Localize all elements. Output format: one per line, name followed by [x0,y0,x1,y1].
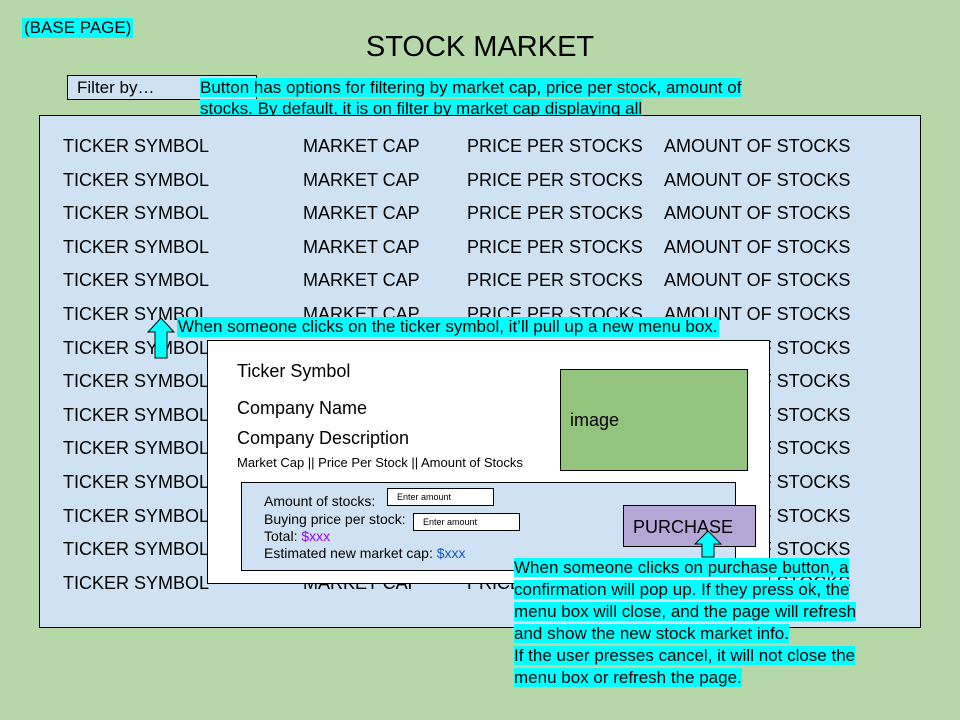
ticker-symbol-cell[interactable]: TICKER SYMBOL [63,304,210,324]
ticker-symbol-cell[interactable]: TICKER SYMBOL [63,472,210,492]
purchase-annotation-line: When someone clicks on purchase button, … [514,558,849,577]
base-page-tag: (BASE PAGE) [22,18,134,38]
price-per-stock-cell: PRICE PER STOCKS [467,203,643,224]
amount-of-stocks-cell: AMOUNT OF STOCKS [664,136,851,156]
total-label: Total: [264,528,302,544]
modal-ticker-symbol: Ticker Symbol [237,361,351,381]
ticker-symbol-cell[interactable]: TICKER SYMBOL [63,136,210,156]
amount-of-stocks-cell: AMOUNT OF STOCKS [664,270,851,291]
purchase-annotation-line: confirmation will pop up. If they press … [514,580,850,599]
market-cap-cell: MARKET CAP [303,203,420,224]
market-cap-line: Estimated new market cap: $xxx [264,545,466,562]
market-cap-cell: MARKET CAP [303,169,420,190]
filter-annotation-text: Button has options for filtering by mark… [200,78,742,118]
company-image: image [560,369,748,471]
market-cap-label: Estimated new market cap: [264,545,437,561]
ticker-symbol-cell[interactable]: TICKER SYMBOL [63,505,210,526]
amount-of-stocks-cell: AMOUNT OF STOCKS [664,236,851,257]
market-cap-cell: MARKET CAP [303,236,420,257]
up-arrow-icon [694,530,722,558]
ticker-symbol-cell[interactable]: TICKER SYMBOL [63,572,210,593]
ticker-symbol-cell[interactable]: TICKER SYMBOL [63,371,210,392]
company-image-label: image [570,410,620,430]
buying-price-label: Buying price per stock: [264,511,406,527]
purchase-annotation-line: menu box will close, and the page will r… [514,602,857,621]
stock-detail-modal: Ticker Symbol Company Name Company Descr… [207,340,770,584]
ticker-symbol-cell[interactable]: TICKER SYMBOL [63,270,210,291]
ticker-symbol-cell[interactable]: TICKER SYMBOL [63,169,210,190]
purchase-annotation-line: and show the new stock market info. [514,624,789,643]
buying-price-input[interactable]: Enter amount [413,513,520,531]
up-arrow-icon [147,317,175,359]
page-title: STOCK MARKET [365,31,595,63]
market-cap-value: $xxx [436,545,466,561]
ticker-symbol-cell[interactable]: TICKER SYMBOL [63,438,210,459]
purchase-annotation: When someone clicks on purchase button, … [514,557,892,689]
market-cap-cell: MARKET CAP [303,136,420,156]
ticker-symbol-cell[interactable]: TICKER SYMBOL [63,337,210,358]
amount-input[interactable]: Enter amount [387,488,494,506]
total-line: Total: $xxx [264,528,330,545]
amount-label: Amount of stocks: [264,493,376,509]
filter-annotation: Button has options for filtering by mark… [200,77,796,119]
modal-company-description: Company Description [237,428,410,448]
modal-stats: Market Cap || Price Per Stock || Amount … [237,455,523,470]
total-value: $xxx [301,528,331,544]
modal-company-name: Company Name [237,398,368,418]
price-per-stock-cell: PRICE PER STOCKS [467,270,643,291]
ticker-symbol-cell[interactable]: TICKER SYMBOL [63,203,210,224]
price-per-stock-cell: PRICE PER STOCKS [467,236,643,257]
ticker-symbol-cell[interactable]: TICKER SYMBOL [63,539,210,560]
purchase-button[interactable]: PURCHASE [623,505,756,547]
ticker-symbol-cell[interactable]: TICKER SYMBOL [63,236,210,257]
amount-of-stocks-cell: AMOUNT OF STOCKS [664,203,851,224]
purchase-annotation-line: menu box or refresh the page. [514,668,742,687]
purchase-annotation-line: If the user presses cancel, it will not … [514,646,856,665]
ticker-annotation: When someone clicks on the ticker symbol… [177,317,719,337]
purchase-form: Amount of stocks: Enter amount Buying pr… [241,482,756,571]
price-per-stock-cell: PRICE PER STOCKS [467,136,643,156]
market-cap-cell: MARKET CAP [303,270,420,291]
price-per-stock-cell: PRICE PER STOCKS [467,169,643,190]
ticker-symbol-cell[interactable]: TICKER SYMBOL [63,404,210,425]
amount-of-stocks-cell: AMOUNT OF STOCKS [664,169,851,190]
